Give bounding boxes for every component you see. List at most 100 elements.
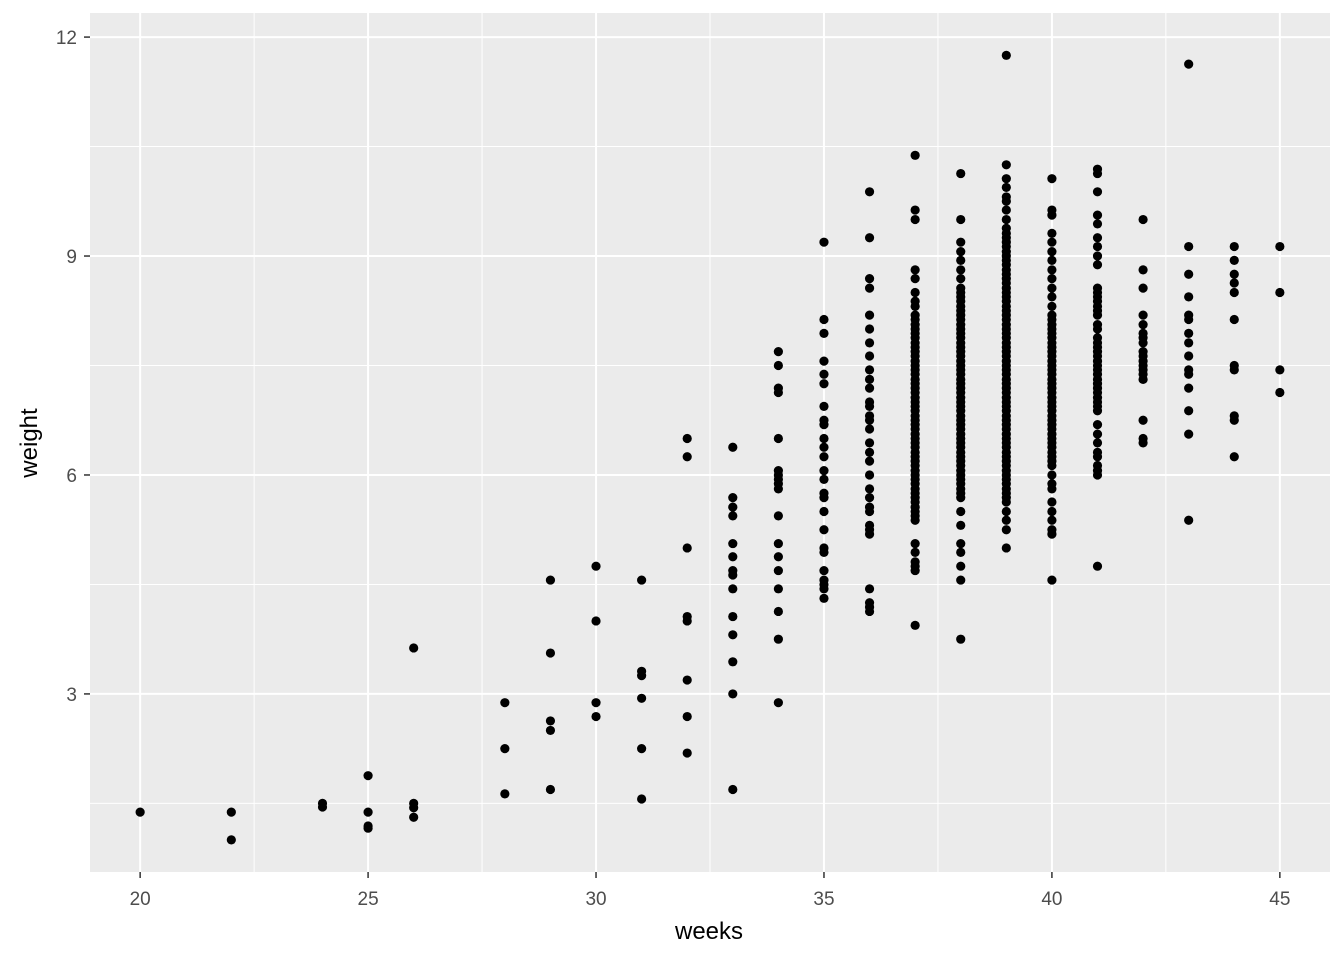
data-point bbox=[864, 506, 875, 517]
data-point bbox=[1229, 314, 1239, 325]
data-point bbox=[1184, 515, 1194, 525]
data-point bbox=[910, 274, 920, 284]
y-axis-title: weight bbox=[16, 408, 43, 479]
data-point bbox=[1138, 338, 1148, 348]
data-point bbox=[682, 711, 692, 722]
data-point bbox=[864, 584, 875, 594]
data-point bbox=[1001, 50, 1011, 60]
data-point bbox=[773, 538, 783, 549]
data-point bbox=[819, 379, 829, 389]
data-point bbox=[1047, 470, 1057, 480]
data-point bbox=[682, 616, 692, 626]
data-point bbox=[1229, 287, 1239, 298]
data-point bbox=[317, 802, 328, 812]
data-point bbox=[1184, 429, 1194, 439]
data-point bbox=[682, 452, 692, 462]
data-point bbox=[637, 794, 647, 804]
data-point bbox=[500, 789, 510, 799]
data-point bbox=[1047, 265, 1057, 275]
data-point bbox=[864, 438, 875, 448]
x-tick-label: 40 bbox=[1041, 889, 1062, 910]
data-point bbox=[1092, 310, 1103, 320]
data-point bbox=[135, 807, 145, 817]
data-point bbox=[864, 338, 875, 348]
data-point bbox=[819, 433, 829, 444]
data-point bbox=[1001, 515, 1011, 525]
data-point bbox=[728, 570, 738, 580]
data-point bbox=[1229, 278, 1239, 288]
data-point bbox=[1092, 251, 1103, 261]
data-point bbox=[1184, 292, 1194, 302]
data-point bbox=[682, 675, 692, 685]
data-point bbox=[773, 698, 783, 708]
data-point bbox=[637, 575, 647, 585]
data-point bbox=[864, 529, 875, 539]
data-point bbox=[1138, 214, 1148, 225]
data-point bbox=[1047, 210, 1057, 220]
data-point bbox=[728, 689, 738, 699]
data-point bbox=[864, 415, 875, 425]
data-point bbox=[864, 456, 875, 466]
data-point bbox=[1092, 260, 1103, 270]
y-tick-label: 12 bbox=[56, 28, 77, 49]
data-point bbox=[956, 255, 966, 266]
data-point bbox=[1047, 301, 1057, 311]
data-point bbox=[363, 771, 373, 781]
x-tick-label: 35 bbox=[813, 889, 834, 910]
data-point bbox=[728, 538, 738, 549]
data-point bbox=[682, 543, 692, 553]
data-point bbox=[819, 401, 829, 411]
data-point bbox=[637, 693, 647, 703]
data-point bbox=[1047, 283, 1057, 293]
data-point bbox=[1092, 187, 1103, 197]
x-tick-label: 30 bbox=[585, 889, 606, 910]
data-point bbox=[1184, 328, 1194, 338]
y-tick-label: 3 bbox=[66, 685, 77, 706]
data-point bbox=[819, 420, 829, 430]
data-point bbox=[1047, 506, 1057, 517]
x-axis-title: weeks bbox=[674, 918, 743, 945]
data-point bbox=[1092, 241, 1103, 252]
data-point bbox=[1138, 265, 1148, 275]
data-point bbox=[864, 374, 875, 384]
data-point bbox=[864, 365, 875, 375]
data-point bbox=[910, 515, 920, 525]
data-point bbox=[728, 442, 738, 452]
data-point bbox=[773, 552, 783, 562]
data-point bbox=[1092, 452, 1103, 462]
data-point bbox=[864, 470, 875, 480]
data-point bbox=[409, 803, 419, 813]
data-point bbox=[1001, 214, 1011, 225]
data-point bbox=[1047, 460, 1057, 471]
data-point bbox=[409, 643, 419, 653]
data-point bbox=[773, 584, 783, 594]
data-point bbox=[545, 784, 556, 795]
data-point bbox=[728, 657, 738, 667]
data-point bbox=[956, 493, 966, 503]
data-point bbox=[1184, 406, 1194, 416]
data-point bbox=[1184, 369, 1194, 379]
data-point bbox=[819, 506, 829, 517]
data-points bbox=[135, 50, 1285, 845]
data-point bbox=[1001, 174, 1011, 184]
data-point bbox=[773, 347, 783, 357]
data-point bbox=[500, 698, 510, 708]
data-point bbox=[1184, 351, 1194, 361]
data-point bbox=[1047, 497, 1057, 507]
data-point bbox=[1001, 543, 1011, 553]
data-point bbox=[591, 698, 601, 708]
data-point bbox=[956, 506, 966, 517]
data-point bbox=[1092, 470, 1103, 480]
data-point bbox=[226, 835, 236, 845]
y-tick-label: 6 bbox=[66, 466, 77, 487]
data-point bbox=[1229, 452, 1239, 462]
data-point bbox=[864, 351, 875, 361]
data-point bbox=[728, 511, 738, 521]
data-point bbox=[819, 593, 829, 603]
data-point bbox=[910, 565, 920, 576]
data-point bbox=[545, 725, 556, 736]
data-point bbox=[1184, 241, 1194, 252]
data-point bbox=[591, 561, 601, 571]
data-point bbox=[1047, 274, 1057, 284]
x-axis-ticks: 20 25 30 35 40 45 bbox=[130, 872, 1290, 910]
